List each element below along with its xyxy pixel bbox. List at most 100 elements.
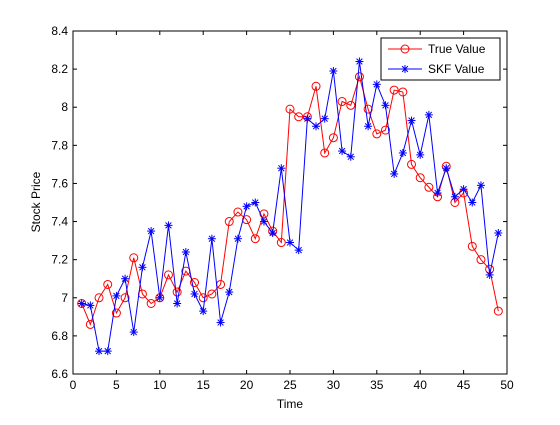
data-point-skf-value	[320, 114, 329, 123]
data-point-true-value	[372, 129, 382, 139]
series-layer	[77, 57, 503, 356]
data-point-true-value	[146, 298, 156, 308]
data-point-skf-value	[164, 221, 173, 230]
data-point-skf-value	[103, 347, 112, 356]
data-point-skf-value	[121, 274, 130, 283]
data-point-true-value	[120, 293, 130, 303]
data-point-true-value	[311, 81, 321, 91]
legend-marker-glyph	[401, 65, 409, 73]
legend-marker-skf-value	[401, 65, 409, 73]
data-point-true-value	[346, 100, 356, 110]
y-tick-label: 6.8	[51, 329, 68, 343]
y-tick-label: 7	[61, 291, 68, 305]
y-tick-label: 7.6	[51, 176, 68, 190]
data-point-true-value	[233, 207, 243, 217]
data-point-skf-value	[173, 299, 182, 308]
data-point-skf-value	[207, 234, 216, 243]
data-point-skf-value	[268, 228, 277, 237]
data-point-true-value	[172, 287, 182, 297]
data-point-skf-value	[147, 227, 156, 236]
data-point-skf-value	[459, 185, 468, 194]
y-tick-label: 8	[61, 100, 68, 114]
data-point-true-value	[354, 72, 364, 82]
data-point-skf-value	[476, 181, 485, 190]
legend-label-true-value: True Value	[428, 42, 486, 56]
data-point-skf-value	[494, 228, 503, 237]
y-tick-label: 8.2	[51, 62, 68, 76]
data-point-skf-value	[86, 301, 95, 310]
data-point-true-value	[415, 173, 425, 183]
data-point-skf-value	[242, 202, 251, 211]
data-point-skf-value	[294, 246, 303, 255]
y-tick-label: 8.4	[51, 24, 68, 38]
data-point-true-value	[320, 148, 330, 158]
data-point-skf-value	[364, 122, 373, 131]
data-point-skf-value	[303, 114, 312, 123]
data-point-true-value	[207, 289, 217, 299]
data-point-skf-value	[442, 164, 451, 173]
data-point-true-value	[294, 112, 304, 122]
data-point-true-value	[389, 85, 399, 95]
data-point-skf-value	[424, 110, 433, 119]
data-point-skf-value	[155, 293, 164, 302]
data-point-skf-value	[138, 263, 147, 272]
legend-label-skf-value: SKF Value	[428, 62, 485, 76]
data-point-skf-value	[277, 164, 286, 173]
data-point-true-value	[224, 217, 234, 227]
data-point-skf-value	[190, 289, 199, 298]
data-point-true-value	[493, 306, 503, 316]
legend: True Value SKF Value	[380, 37, 501, 81]
data-point-true-value	[94, 293, 104, 303]
data-point-true-value	[276, 238, 286, 248]
x-tick-label: 0	[70, 378, 77, 392]
data-point-true-value	[163, 270, 173, 280]
data-point-true-value	[476, 255, 486, 265]
data-point-skf-value	[112, 291, 121, 300]
data-point-skf-value	[433, 188, 442, 197]
data-point-skf-value	[77, 299, 86, 308]
x-tick-label: 40	[414, 378, 428, 392]
data-point-skf-value	[216, 318, 225, 327]
data-point-skf-value	[129, 328, 138, 337]
legend-marker-glyph	[400, 44, 410, 54]
data-point-skf-value	[407, 116, 416, 125]
data-point-true-value	[250, 234, 260, 244]
series-markers-skf-value	[77, 57, 503, 356]
data-point-true-value	[285, 104, 295, 114]
y-axis-label: Stock Price	[29, 171, 43, 232]
data-point-true-value	[467, 241, 477, 251]
data-point-skf-value	[390, 169, 399, 178]
data-point-skf-value	[329, 67, 338, 76]
data-point-skf-value	[346, 152, 355, 161]
x-tick-label: 10	[153, 378, 167, 392]
data-point-skf-value	[225, 288, 234, 297]
data-point-true-value	[337, 97, 347, 107]
x-axis-ticks: 0 5 10 15 20 25 30 35 40 45 50	[70, 31, 514, 392]
x-tick-label: 45	[457, 378, 471, 392]
x-tick-label: 20	[240, 378, 254, 392]
x-axis-label: Time	[277, 397, 304, 411]
data-point-true-value	[198, 293, 208, 303]
data-point-skf-value	[468, 198, 477, 207]
data-point-skf-value	[286, 238, 294, 247]
data-point-skf-value	[416, 150, 425, 159]
y-tick-label: 7.8	[51, 138, 68, 152]
data-point-true-value	[380, 125, 390, 135]
x-tick-label: 25	[283, 378, 297, 392]
legend-box	[380, 37, 501, 81]
y-tick-label: 6.6	[51, 367, 68, 381]
data-point-skf-value	[251, 198, 260, 207]
data-point-skf-value	[398, 148, 407, 157]
data-point-true-value	[129, 253, 139, 263]
data-point-skf-value	[338, 147, 347, 156]
data-point-skf-value	[450, 192, 459, 201]
data-point-skf-value	[259, 217, 268, 226]
data-point-true-value	[111, 308, 121, 318]
data-point-skf-value	[381, 101, 390, 110]
data-point-true-value	[407, 159, 417, 169]
data-point-true-value	[398, 87, 408, 97]
data-point-skf-value	[181, 248, 190, 257]
data-point-skf-value	[485, 270, 494, 279]
